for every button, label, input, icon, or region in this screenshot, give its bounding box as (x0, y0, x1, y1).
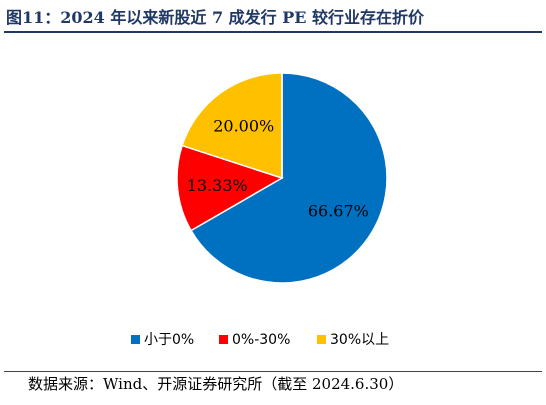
data-label-lt-0: 66.67% (308, 202, 369, 221)
title-divider (4, 31, 542, 33)
data-label-0-30: 13.33% (187, 176, 248, 195)
legend-label-0-30: 0%-30% (232, 332, 290, 348)
legend-swatch-gt-30 (317, 335, 326, 344)
legend-item-0-30: 0%-30% (219, 332, 290, 348)
legend-label-lt-0: 小于0% (144, 332, 194, 348)
pie-slice-0-30 (176, 144, 284, 232)
legend-item-lt-0: 小于0% (131, 332, 194, 348)
source-divider (4, 371, 542, 372)
legend-swatch-0-30 (219, 335, 228, 344)
pie-slice-lt-0 (190, 72, 388, 284)
legend-label-gt-30: 30%以上 (330, 332, 389, 348)
pie-data-labels: 66.67% 13.33% 20.00% (187, 116, 369, 220)
pie-chart: 66.67% 13.33% 20.00% 小于0% 0%-30% 30%以上 (131, 72, 389, 348)
data-label-gt-30: 20.00% (213, 116, 274, 135)
chart-title: 图11：2024 年以来新股近 7 成发行 PE 较行业存在折价 (6, 8, 425, 27)
source-note: 数据来源：Wind、开源证券研究所（截至 2024.6.30） (28, 375, 404, 393)
chart-legend: 小于0% 0%-30% 30%以上 (131, 332, 389, 348)
pie-slices (176, 72, 388, 284)
legend-swatch-lt-0 (131, 335, 140, 344)
legend-item-gt-30: 30%以上 (317, 332, 389, 348)
pie-slice-gt-30 (181, 72, 283, 180)
